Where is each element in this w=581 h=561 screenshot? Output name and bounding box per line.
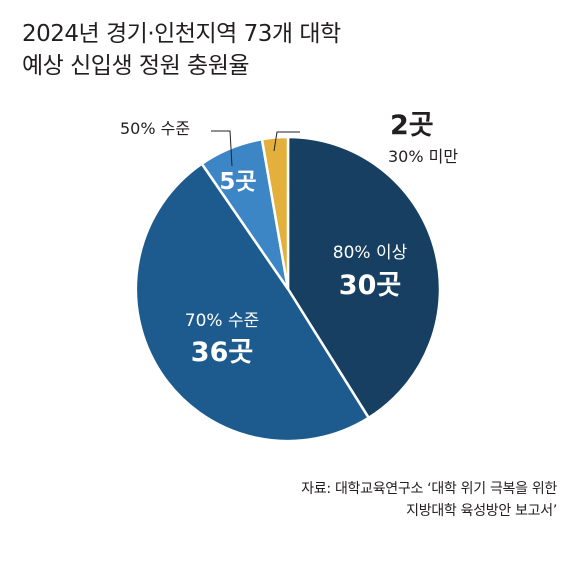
slice-category-label-1: 80% 이상 bbox=[333, 243, 408, 263]
chart-title: 2024년 경기·인천지역 73개 대학 예상 신입생 정원 충원율 bbox=[22, 18, 341, 82]
source-line-1: 자료: 대학교육연구소 ‘대학 위기 극복을 위한 bbox=[301, 481, 557, 497]
slice-category-label-2: 70% 수준 bbox=[185, 311, 259, 331]
chart-title-line-2: 예상 신입생 정원 충원율 bbox=[22, 53, 250, 79]
source-line-2: 지방대학 육성방안 보고서’ bbox=[406, 503, 557, 519]
leader-line-4 bbox=[273, 131, 300, 152]
chart-title-line-1: 2024년 경기·인천지역 73개 대학 bbox=[22, 21, 341, 47]
slice-count-label-4: 2곳 bbox=[390, 110, 434, 141]
slice-category-label-4: 30% 미만 bbox=[388, 147, 458, 166]
slice-count-label-3: 5곳 bbox=[219, 169, 256, 195]
slice-category-label-3: 50% 수준 bbox=[120, 119, 190, 138]
leader-line-3 bbox=[211, 130, 233, 167]
source-note: 자료: 대학교육연구소 ‘대학 위기 극복을 위한 지방대학 육성방안 보고서’ bbox=[301, 478, 557, 522]
pie-slice-2 bbox=[134, 162, 370, 443]
slice-count-label-2: 36곳 bbox=[191, 337, 253, 368]
pie-slice-4 bbox=[260, 135, 290, 291]
slice-count-label-1: 30곳 bbox=[339, 270, 401, 301]
